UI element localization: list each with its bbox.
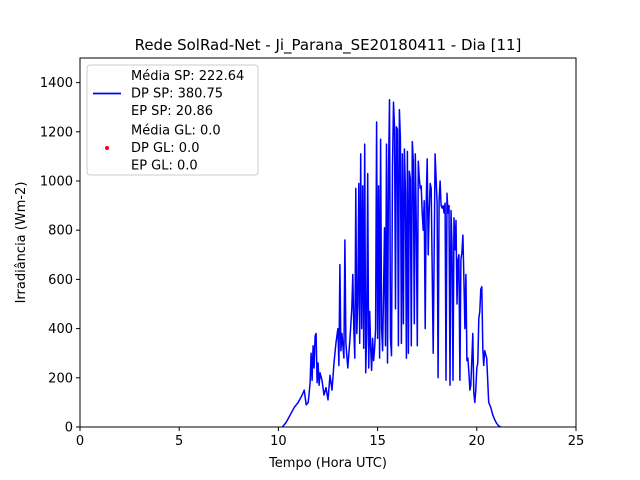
y-tick-label: 600: [48, 273, 73, 288]
chart-title: Rede SolRad-Net - Ji_Parana_SE20180411 -…: [135, 36, 522, 55]
y-tick-label: 800: [48, 224, 73, 239]
legend-label: EP SP: 20.86: [131, 104, 213, 119]
series-line-0: [281, 99, 501, 428]
y-tick-label: 1200: [40, 125, 73, 140]
legend-label: DP GL: 0.0: [131, 141, 200, 156]
x-tick-label: 5: [175, 434, 183, 449]
y-tick-label: 200: [48, 371, 73, 386]
y-tick-label: 0: [65, 421, 73, 436]
legend-label: Média GL: 0.0: [131, 124, 221, 139]
y-tick-label: 1400: [40, 76, 73, 91]
x-tick-label: 25: [568, 434, 585, 449]
y-tick-label: 1000: [40, 175, 73, 190]
y-axis-label: Irradiância (Wm-2): [14, 182, 29, 304]
x-tick-label: 15: [369, 434, 386, 449]
legend-label: Média SP: 222.64: [131, 69, 244, 84]
x-axis-label: Tempo (Hora UTC): [268, 456, 387, 471]
legend-dot-swatch: [105, 146, 109, 150]
plot-area: [281, 99, 501, 428]
legend: Média SP: 222.64 DP SP: 380.75 EP SP: 20.8…: [86, 64, 259, 176]
axis-ticks: 0 5 10 15 20 25 0 200 400 600 800 1000 1200 1400: [40, 76, 584, 449]
legend-box: [86, 64, 259, 176]
legend-label: EP GL: 0.0: [131, 159, 198, 174]
y-tick-label: 400: [48, 322, 73, 337]
x-tick-label: 20: [469, 434, 486, 449]
x-tick-label: 0: [76, 434, 84, 449]
legend-label: DP SP: 380.75: [131, 87, 223, 102]
x-tick-label: 10: [270, 434, 287, 449]
plot-frame: [79, 57, 577, 428]
